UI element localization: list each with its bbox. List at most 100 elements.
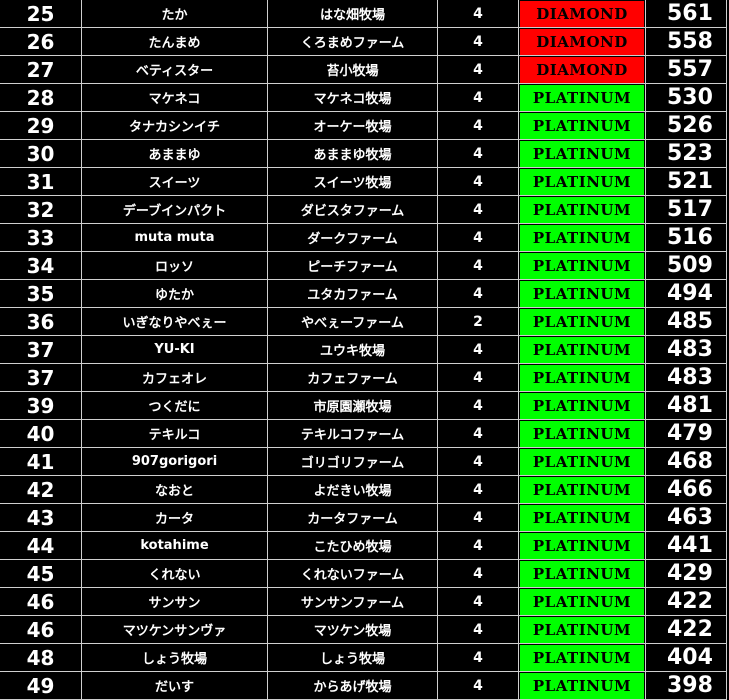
player-name-cell: muta muta bbox=[82, 224, 268, 252]
score-value: 422 bbox=[667, 617, 713, 642]
farm-name-cell: ダークファーム bbox=[268, 224, 438, 252]
score-value: 468 bbox=[667, 449, 713, 474]
rank-cell: 36 bbox=[0, 308, 82, 336]
farm-name-cell: カフェファーム bbox=[268, 364, 438, 392]
count-cell: 4 bbox=[438, 0, 519, 28]
tier-badge: PLATINUM bbox=[520, 448, 644, 475]
table-row: 27 ベティスター 苔小牧場 4 DIAMOND 557 bbox=[0, 56, 729, 84]
table-row: 40 テキルコ テキルコファーム 4 PLATINUM 479 bbox=[0, 420, 729, 448]
rank-cell: 46 bbox=[0, 616, 82, 644]
count-cell: 4 bbox=[438, 28, 519, 56]
score-value: 429 bbox=[667, 561, 713, 586]
rank-cell: 42 bbox=[0, 476, 82, 504]
rank-cell: 46 bbox=[0, 588, 82, 616]
count-cell: 4 bbox=[438, 280, 519, 308]
table-row: 32 デーブインパクト ダビスタファーム 4 PLATINUM 517 bbox=[0, 196, 729, 224]
tier-badge: PLATINUM bbox=[520, 336, 644, 363]
farm-name-cell: ピーチファーム bbox=[268, 252, 438, 280]
score-value: 526 bbox=[667, 113, 713, 138]
tier-cell: PLATINUM bbox=[519, 336, 646, 364]
table-row: 25 たか はな畑牧場 4 DIAMOND 561 bbox=[0, 0, 729, 28]
player-name-cell: つくだに bbox=[82, 392, 268, 420]
farm-name-cell: ユウキ牧場 bbox=[268, 336, 438, 364]
score-cell: 429 bbox=[646, 560, 727, 588]
tier-badge: PLATINUM bbox=[520, 672, 644, 699]
count-cell: 4 bbox=[438, 672, 519, 700]
count-cell: 4 bbox=[438, 532, 519, 560]
player-name-cell: なおと bbox=[82, 476, 268, 504]
rank-cell: 30 bbox=[0, 140, 82, 168]
player-name-cell: カフェオレ bbox=[82, 364, 268, 392]
tier-cell: PLATINUM bbox=[519, 168, 646, 196]
farm-name-cell: カータファーム bbox=[268, 504, 438, 532]
tier-badge: PLATINUM bbox=[520, 364, 644, 391]
count-cell: 4 bbox=[438, 196, 519, 224]
tier-badge: PLATINUM bbox=[520, 392, 644, 419]
count-cell: 4 bbox=[438, 84, 519, 112]
rank-cell: 34 bbox=[0, 252, 82, 280]
farm-name-cell: オーケー牧場 bbox=[268, 112, 438, 140]
tier-cell: PLATINUM bbox=[519, 280, 646, 308]
count-cell: 4 bbox=[438, 560, 519, 588]
score-cell: 441 bbox=[646, 532, 727, 560]
count-cell: 4 bbox=[438, 336, 519, 364]
farm-name-cell: ユタカファーム bbox=[268, 280, 438, 308]
table-row: 34 ロッソ ピーチファーム 4 PLATINUM 509 bbox=[0, 252, 729, 280]
table-row: 42 なおと よだきい牧場 4 PLATINUM 466 bbox=[0, 476, 729, 504]
farm-name-cell: あままゆ牧場 bbox=[268, 140, 438, 168]
tier-cell: PLATINUM bbox=[519, 560, 646, 588]
tier-badge: PLATINUM bbox=[520, 560, 644, 587]
score-value: 509 bbox=[667, 253, 713, 278]
score-value: 558 bbox=[667, 29, 713, 54]
rank-cell: 49 bbox=[0, 672, 82, 700]
count-cell: 4 bbox=[438, 476, 519, 504]
player-name-cell: マツケンサンヴァ bbox=[82, 616, 268, 644]
score-cell: 466 bbox=[646, 476, 727, 504]
score-cell: 468 bbox=[646, 448, 727, 476]
player-name-cell: たんまめ bbox=[82, 28, 268, 56]
table-row: 46 サンサン サンサンファーム 4 PLATINUM 422 bbox=[0, 588, 729, 616]
rank-cell: 45 bbox=[0, 560, 82, 588]
count-cell: 2 bbox=[438, 308, 519, 336]
count-cell: 4 bbox=[438, 588, 519, 616]
tier-cell: PLATINUM bbox=[519, 196, 646, 224]
table-row: 30 あままゆ あままゆ牧場 4 PLATINUM 523 bbox=[0, 140, 729, 168]
player-name-cell: テキルコ bbox=[82, 420, 268, 448]
tier-cell: PLATINUM bbox=[519, 392, 646, 420]
tier-badge: PLATINUM bbox=[520, 588, 644, 615]
tier-badge: PLATINUM bbox=[520, 616, 644, 643]
rank-cell: 29 bbox=[0, 112, 82, 140]
table-row: 31 スイーツ スイーツ牧場 4 PLATINUM 521 bbox=[0, 168, 729, 196]
tier-badge: PLATINUM bbox=[520, 168, 644, 195]
farm-name-cell: マケネコ牧場 bbox=[268, 84, 438, 112]
tier-badge: PLATINUM bbox=[520, 140, 644, 167]
count-cell: 4 bbox=[438, 140, 519, 168]
table-row: 43 カータ カータファーム 4 PLATINUM 463 bbox=[0, 504, 729, 532]
player-name-cell: ロッソ bbox=[82, 252, 268, 280]
player-name-cell: YU-KI bbox=[82, 336, 268, 364]
farm-name-cell: くれないファーム bbox=[268, 560, 438, 588]
table-row: 37 YU-KI ユウキ牧場 4 PLATINUM 483 bbox=[0, 336, 729, 364]
rank-cell: 32 bbox=[0, 196, 82, 224]
tier-badge: DIAMOND bbox=[520, 0, 644, 27]
table-row: 49 だいす からあげ牧場 4 PLATINUM 398 bbox=[0, 672, 729, 700]
score-value: 485 bbox=[667, 309, 713, 334]
tier-badge: PLATINUM bbox=[520, 532, 644, 559]
tier-badge: PLATINUM bbox=[520, 224, 644, 251]
score-value: 422 bbox=[667, 589, 713, 614]
player-name-cell: kotahime bbox=[82, 532, 268, 560]
rank-cell: 28 bbox=[0, 84, 82, 112]
score-cell: 561 bbox=[646, 0, 727, 28]
score-cell: 526 bbox=[646, 112, 727, 140]
tier-badge: PLATINUM bbox=[520, 84, 644, 111]
farm-name-cell: 苔小牧場 bbox=[268, 56, 438, 84]
farm-name-cell: マツケン牧場 bbox=[268, 616, 438, 644]
count-cell: 4 bbox=[438, 616, 519, 644]
score-value: 479 bbox=[667, 421, 713, 446]
farm-name-cell: こたひめ牧場 bbox=[268, 532, 438, 560]
table-row: 28 マケネコ マケネコ牧場 4 PLATINUM 530 bbox=[0, 84, 729, 112]
farm-name-cell: しょう牧場 bbox=[268, 644, 438, 672]
farm-name-cell: スイーツ牧場 bbox=[268, 168, 438, 196]
tier-badge: PLATINUM bbox=[520, 504, 644, 531]
score-value: 404 bbox=[667, 645, 713, 670]
